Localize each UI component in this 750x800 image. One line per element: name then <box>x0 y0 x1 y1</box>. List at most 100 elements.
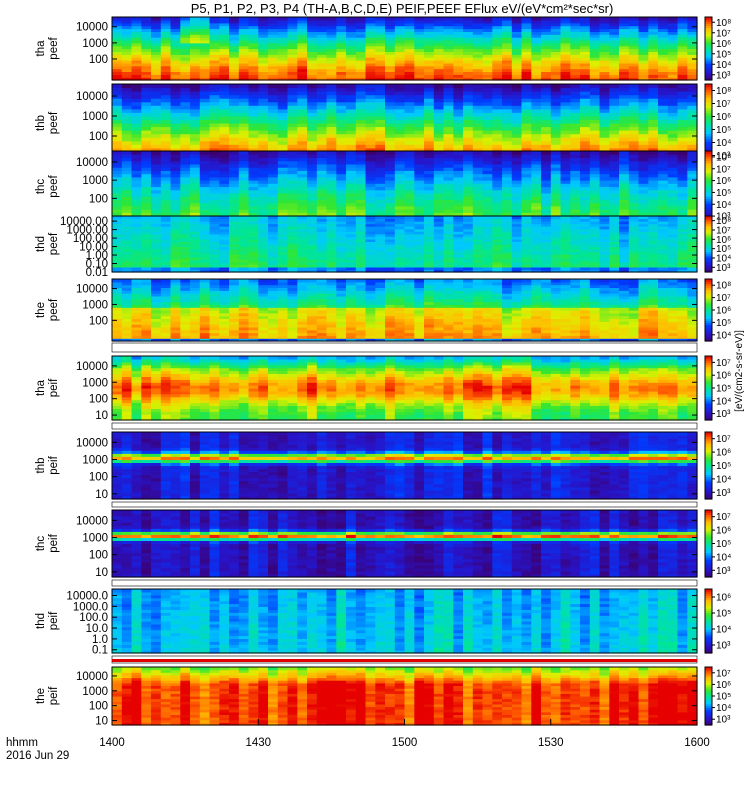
heatmap-cell <box>131 254 142 258</box>
heatmap-cell <box>121 147 133 152</box>
heatmap-cell <box>258 133 269 138</box>
heatmap-cell <box>316 236 328 240</box>
heatmap-cell <box>541 37 552 41</box>
heatmap-cell <box>307 154 318 158</box>
heatmap-cell <box>316 233 328 237</box>
heatmap-cell <box>199 157 211 162</box>
heatmap-cell <box>190 101 201 106</box>
heatmap-cell <box>180 45 191 50</box>
heatmap-cell <box>599 154 610 158</box>
heatmap-cell <box>570 199 581 204</box>
y-tick-label: 1000 <box>82 175 108 187</box>
heatmap-cell <box>541 74 552 78</box>
heatmap-cell <box>589 256 601 260</box>
heatmap-cell <box>531 123 542 128</box>
colorbar-tick-label: 10⁶ <box>716 112 731 123</box>
heatmap-cell <box>541 68 552 72</box>
heatmap-cell <box>229 87 240 92</box>
heatmap-cell <box>648 91 659 96</box>
heatmap-cell <box>550 249 562 253</box>
heatmap-cell <box>638 251 649 255</box>
heatmap-cell <box>375 157 386 162</box>
heatmap-cell <box>511 199 523 204</box>
heatmap-cell <box>404 137 415 142</box>
heatmap-cell <box>658 183 669 188</box>
heatmap-cell <box>258 130 269 135</box>
heatmap-cell <box>589 54 601 58</box>
heatmap-cell <box>346 101 357 106</box>
heatmap-cell <box>170 71 181 75</box>
heatmap-cell <box>560 65 571 70</box>
heatmap-cell <box>180 196 191 200</box>
heatmap-cell <box>599 87 610 92</box>
heatmap-cell <box>316 199 328 204</box>
heatmap-cell <box>112 101 123 106</box>
heatmap-cell <box>511 126 523 131</box>
heatmap-cell <box>433 22 445 27</box>
heatmap-cell <box>258 244 269 248</box>
heatmap-cell <box>160 74 172 78</box>
heatmap-cell <box>151 269 162 273</box>
heatmap-cell <box>326 269 337 273</box>
heatmap-cell <box>277 91 289 96</box>
heatmap-cell <box>287 123 298 128</box>
heatmap-cell <box>677 39 688 44</box>
heatmap-cell <box>648 123 659 128</box>
heatmap-cell <box>628 251 640 255</box>
heatmap-cell <box>385 244 396 248</box>
heatmap-cell <box>131 62 142 67</box>
heatmap-cell <box>404 144 415 149</box>
colorbar-segment <box>705 167 712 171</box>
heatmap-cell <box>170 84 181 89</box>
heatmap-cell <box>248 160 259 165</box>
heatmap-cell <box>385 130 396 135</box>
heatmap-cell <box>277 189 289 194</box>
heatmap-cell <box>199 154 211 158</box>
heatmap-cell <box>219 238 230 242</box>
heatmap-cell <box>658 87 669 92</box>
heatmap-cell <box>268 196 279 200</box>
heatmap-cell <box>287 60 298 64</box>
heatmap-cell <box>258 48 269 52</box>
heatmap-cell <box>385 266 396 270</box>
heatmap-cell <box>209 87 220 92</box>
heatmap-cell <box>511 31 523 35</box>
heatmap-cell <box>541 266 552 270</box>
heatmap-cell <box>180 77 191 81</box>
heatmap-cell <box>482 34 493 38</box>
heatmap-cell <box>190 256 201 260</box>
heatmap-cell <box>277 60 289 64</box>
heatmap-cell <box>238 170 250 175</box>
heatmap-cell <box>541 199 552 204</box>
heatmap-cell <box>365 261 376 265</box>
heatmap-cell <box>482 25 493 30</box>
heatmap-cell <box>326 238 337 242</box>
heatmap-cell <box>580 269 591 273</box>
heatmap-cell <box>199 119 211 124</box>
colorbar-tick-label: 10⁵ <box>716 188 731 199</box>
heatmap-cell <box>112 249 123 253</box>
heatmap-cell <box>316 151 328 155</box>
heatmap-cell <box>277 57 289 61</box>
heatmap-cell <box>492 147 503 152</box>
heatmap-cell <box>385 249 396 253</box>
heatmap-cell <box>424 259 435 263</box>
heatmap-cell <box>609 119 620 124</box>
heatmap-cell <box>277 259 289 263</box>
heatmap-cell <box>492 130 503 135</box>
heatmap-cell <box>199 74 211 78</box>
heatmap-cell <box>229 202 240 207</box>
heatmap-cell <box>151 94 162 99</box>
heatmap-cell <box>209 173 220 178</box>
heatmap-cell <box>511 160 523 165</box>
heatmap-cell <box>463 256 474 260</box>
heatmap-cell <box>531 266 542 270</box>
heatmap-cell <box>677 189 688 194</box>
heatmap-cell <box>326 87 337 92</box>
heatmap-cell <box>121 17 133 21</box>
heatmap-cell <box>521 71 532 75</box>
heatmap-cell <box>229 256 240 260</box>
heatmap-cell <box>307 119 318 124</box>
heatmap-cell <box>180 251 191 255</box>
heatmap-cell <box>141 264 152 268</box>
